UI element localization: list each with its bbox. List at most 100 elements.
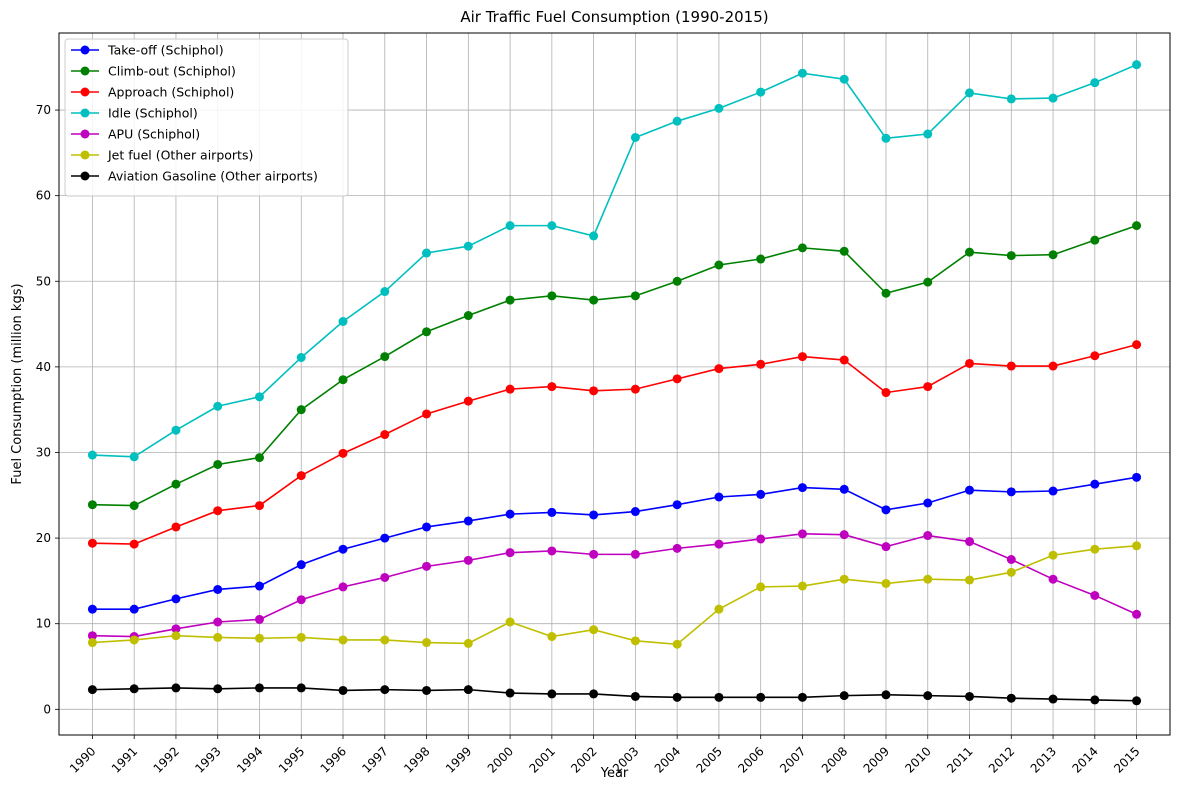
data-point xyxy=(213,401,223,411)
data-point xyxy=(296,471,306,481)
chart-title: Air Traffic Fuel Consumption (1990-2015) xyxy=(460,8,768,26)
data-point xyxy=(171,479,181,489)
data-point xyxy=(171,425,181,435)
data-point xyxy=(338,448,348,458)
data-point xyxy=(1048,550,1058,560)
data-point xyxy=(254,392,264,402)
data-point xyxy=(756,87,766,97)
data-point xyxy=(630,549,640,559)
legend-label: Jet fuel (Other airports) xyxy=(107,148,253,163)
legend-label: Approach (Schiphol) xyxy=(108,85,234,100)
data-point xyxy=(380,287,390,297)
data-point xyxy=(797,243,807,253)
legend-entry: Jet fuel (Other airports) xyxy=(71,148,253,163)
data-point xyxy=(1132,609,1142,619)
data-point xyxy=(171,631,181,641)
data-point xyxy=(171,594,181,604)
data-point xyxy=(630,291,640,301)
data-point xyxy=(547,382,557,392)
y-tick-label: 60 xyxy=(36,189,51,203)
data-point xyxy=(547,632,557,642)
legend-label: Take-off (Schiphol) xyxy=(107,43,224,58)
data-point xyxy=(1132,541,1142,551)
data-point xyxy=(672,639,682,649)
legend: Take-off (Schiphol) Climb-out (Schiphol) A… xyxy=(64,38,349,197)
legend-entry: Take-off (Schiphol) xyxy=(71,43,224,58)
data-point xyxy=(1132,221,1142,231)
data-point xyxy=(254,633,264,643)
series-line xyxy=(92,687,1137,702)
data-point xyxy=(714,539,724,549)
data-point xyxy=(923,382,933,392)
data-point xyxy=(296,405,306,415)
data-point xyxy=(380,572,390,582)
data-point xyxy=(296,595,306,605)
series-line xyxy=(92,476,1137,610)
data-point xyxy=(505,221,515,231)
data-point xyxy=(422,327,432,337)
legend-entry: APU (Schiphol) xyxy=(71,127,200,142)
y-axis-label: Fuel Consumption (million kgs) xyxy=(10,283,25,484)
data-point xyxy=(965,691,975,701)
series-1 xyxy=(87,221,1142,511)
data-point xyxy=(338,317,348,327)
data-point xyxy=(630,636,640,646)
data-point xyxy=(839,530,849,540)
series-line xyxy=(92,533,1137,638)
data-point xyxy=(1090,351,1100,361)
legend-marker xyxy=(80,87,90,97)
data-point xyxy=(422,561,432,571)
data-point xyxy=(1132,472,1142,482)
data-point xyxy=(254,501,264,511)
plot-area-frame xyxy=(58,32,1171,736)
data-point xyxy=(839,484,849,494)
data-point xyxy=(756,254,766,264)
data-point xyxy=(1132,696,1142,706)
data-point xyxy=(547,221,557,231)
x-axis-label: Year xyxy=(600,766,629,781)
data-point xyxy=(171,522,181,532)
data-point xyxy=(1048,574,1058,584)
legend-marker xyxy=(80,108,90,118)
data-point xyxy=(87,538,97,548)
y-tick-label: 70 xyxy=(36,103,51,117)
data-point xyxy=(1090,590,1100,600)
data-point xyxy=(254,614,264,624)
data-point xyxy=(797,529,807,539)
data-point xyxy=(839,74,849,84)
data-point xyxy=(380,635,390,645)
data-point xyxy=(1048,486,1058,496)
data-point xyxy=(1048,93,1058,103)
data-point xyxy=(965,537,975,547)
data-point xyxy=(672,374,682,384)
legend-entry: Idle (Schiphol) xyxy=(71,106,198,121)
data-point xyxy=(589,689,599,699)
data-point xyxy=(881,505,891,515)
data-point xyxy=(965,358,975,368)
legend-marker xyxy=(80,66,90,76)
data-point xyxy=(1090,695,1100,705)
data-point xyxy=(171,624,181,634)
data-point xyxy=(881,133,891,143)
data-point xyxy=(338,582,348,592)
data-point xyxy=(1132,60,1142,70)
data-point xyxy=(296,352,306,362)
data-point xyxy=(505,688,515,698)
series-0 xyxy=(87,472,1142,614)
series-line xyxy=(92,343,1137,545)
data-point xyxy=(714,492,724,502)
data-point xyxy=(756,489,766,499)
data-point xyxy=(881,690,891,700)
data-point xyxy=(1090,78,1100,88)
data-point xyxy=(714,692,724,702)
y-tick-label: 40 xyxy=(36,360,51,374)
data-point xyxy=(1090,235,1100,245)
data-point xyxy=(213,459,223,469)
legend-label: Idle (Schiphol) xyxy=(108,106,198,121)
data-point xyxy=(714,364,724,374)
series-3 xyxy=(87,60,1142,462)
data-point xyxy=(547,546,557,556)
data-point xyxy=(1006,567,1016,577)
